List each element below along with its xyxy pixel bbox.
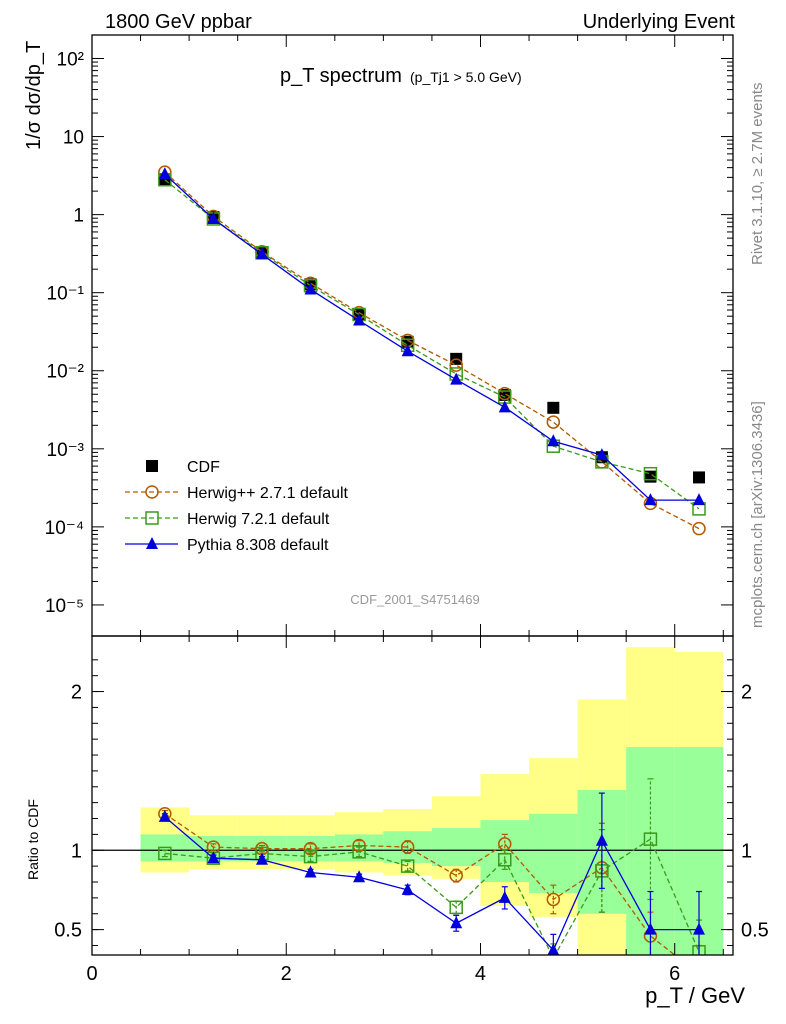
legend-label: Pythia 8.308 default — [187, 537, 329, 554]
data-point-3 — [595, 448, 608, 461]
x-tick-label: 6 — [669, 963, 680, 985]
data-point-3 — [644, 493, 657, 506]
data-point-3 — [450, 372, 463, 385]
legend-label: CDF — [187, 459, 220, 476]
data-point-3 — [401, 344, 414, 357]
ratio-y-tick-label-right: 0.5 — [741, 920, 769, 942]
data-point-3 — [353, 313, 366, 326]
y-tick-label: 10⁻⁴ — [45, 518, 84, 539]
rivet-label: Rivet 3.1.10, ≥ 2.7M events — [749, 83, 766, 266]
ratio-point-0 — [400, 840, 415, 854]
ratio-point-1 — [498, 853, 512, 867]
y-tick-label: 10² — [57, 49, 84, 70]
data-point-0 — [547, 401, 560, 414]
ratio-point-1 — [400, 859, 415, 873]
x-tick-label: 2 — [281, 963, 292, 985]
ratio-point-1 — [352, 845, 366, 859]
ratio-point-1 — [449, 900, 463, 915]
ratio-point-2 — [304, 865, 317, 878]
legend-marker — [146, 537, 158, 549]
ratio-point-2 — [450, 916, 463, 929]
legend-label: Herwig 7.2.1 default — [187, 511, 330, 528]
ratio-point-0 — [546, 892, 561, 907]
series-line-2 — [164, 179, 700, 510]
chart-title: p_T spectrum — [280, 65, 402, 87]
legend-label: Herwig++ 2.7.1 default — [187, 485, 349, 502]
ratio-y-tick-label-right: 1 — [741, 840, 752, 862]
ratio-point-2 — [498, 890, 511, 903]
legend-marker — [145, 511, 159, 525]
data-point-3 — [255, 247, 268, 260]
x-tick-label: 0 — [86, 963, 97, 985]
x-tick-label: 4 — [475, 963, 486, 985]
mcplots-label: mcplots.cern.ch [arXiv:1306.3436] — [749, 401, 766, 628]
ratio-point-2 — [644, 922, 657, 935]
ratio-point-0 — [449, 868, 463, 883]
ratio-point-1 — [158, 846, 172, 861]
data-point-0 — [693, 471, 706, 484]
ratio-y-tick-label-right: 2 — [741, 682, 752, 704]
ratio-point-1 — [303, 849, 318, 864]
series-line-3 — [164, 173, 700, 501]
y-tick-label: 10⁻⁵ — [45, 596, 84, 617]
data-point-3 — [207, 211, 220, 224]
header-right: Underlying Event — [583, 11, 736, 33]
ratio-frame — [91, 635, 734, 956]
y-tick-label: 10 — [63, 128, 84, 149]
data-point-3 — [158, 167, 171, 180]
ratio-point-2 — [547, 943, 560, 955]
ratio-point-2 — [693, 922, 706, 935]
ratio-ylabel: Ratio to CDF — [25, 799, 41, 880]
ratio-y-tick-label: 0.5 — [54, 920, 82, 942]
header-left: 1800 GeV ppbar — [105, 11, 252, 33]
ratio-line-0 — [164, 813, 676, 955]
ratio-point-2 — [158, 809, 171, 822]
legend-marker — [145, 485, 159, 499]
ratio-series-group-1 — [158, 778, 706, 955]
data-point-1 — [449, 358, 463, 372]
data-point-1 — [692, 521, 706, 536]
y-tick-label: 10⁻³ — [47, 440, 85, 461]
y-tick-label: 10⁻¹ — [47, 284, 85, 305]
legend-marker — [146, 460, 158, 472]
data-point-2 — [643, 466, 658, 481]
data-point-3 — [304, 282, 317, 295]
data-point-1 — [546, 415, 561, 429]
analysis-label: CDF_2001_S4751469 — [350, 592, 479, 607]
series-line-1 — [164, 171, 700, 530]
ratio-line-2 — [164, 816, 700, 952]
ratio-series-group-2 — [158, 792, 706, 955]
main-ylabel: 1/σ dσ/dp_T — [23, 41, 45, 150]
ratio-point-2 — [207, 851, 220, 864]
y-tick-label: 1 — [73, 206, 84, 227]
ratio-point-2 — [353, 870, 366, 883]
band-green — [529, 813, 578, 894]
ratio-line-1 — [164, 838, 700, 955]
data-point-3 — [498, 400, 511, 413]
ratio-point-2 — [595, 833, 608, 846]
ratio-point-2 — [401, 882, 414, 895]
ratio-y-tick-label: 1 — [71, 840, 82, 862]
band-green — [431, 828, 481, 867]
data-point-3 — [693, 493, 706, 506]
chart-title-cut: (p_Tj1 > 5.0 GeV) — [410, 69, 522, 85]
ratio-y-tick-label: 2 — [71, 682, 82, 704]
data-point-3 — [547, 434, 560, 447]
ratio-point-1 — [643, 832, 658, 846]
y-tick-label: 10⁻² — [47, 362, 85, 383]
ratio-point-2 — [255, 852, 268, 865]
ratio-xlabel: p_T / GeV — [645, 983, 745, 1008]
